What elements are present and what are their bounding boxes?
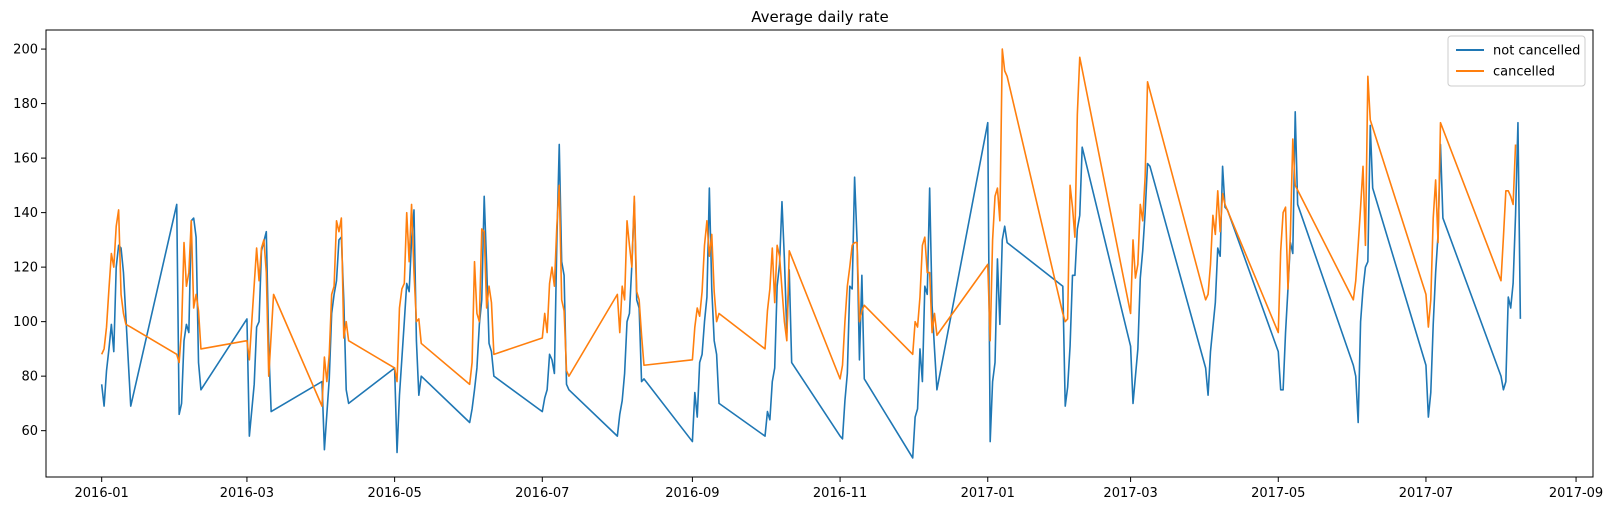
legend-box <box>1447 35 1586 87</box>
legend-label: cancelled <box>1493 65 1555 80</box>
plot-frame <box>45 29 1594 478</box>
chart-title: Average daily rate <box>751 8 889 26</box>
x-tick-label: 2016-01 <box>75 486 129 501</box>
y-axis: 60 80 100 120 140 160 180 200 <box>13 43 46 439</box>
x-tick-label: 2017-05 <box>1251 486 1305 501</box>
y-tick-label: 60 <box>21 424 38 439</box>
y-tick-label: 200 <box>13 43 38 58</box>
x-tick-label: 2016-09 <box>665 486 719 501</box>
plot-area <box>100 48 1522 459</box>
legend: not cancelled cancelled <box>1447 35 1586 87</box>
y-tick-label: 100 <box>13 315 38 330</box>
x-tick-label: 2016-11 <box>813 486 867 501</box>
y-tick-label: 80 <box>21 370 38 385</box>
x-tick-label: 2017-01 <box>961 486 1015 501</box>
x-tick-label: 2017-07 <box>1399 486 1453 501</box>
y-tick-label: 140 <box>13 206 38 221</box>
x-axis: 2016-01 2016-03 2016-05 2016-07 2016-09 2016-… <box>75 477 1603 501</box>
x-tick-label: 2017-09 <box>1549 486 1603 501</box>
x-tick-label: 2017-03 <box>1103 486 1157 501</box>
x-tick-label: 2016-07 <box>515 486 569 501</box>
y-tick-label: 180 <box>13 97 38 112</box>
x-tick-label: 2016-05 <box>367 486 421 501</box>
y-tick-label: 160 <box>13 152 38 167</box>
y-tick-label: 120 <box>13 261 38 276</box>
x-tick-label: 2016-03 <box>220 486 274 501</box>
legend-label: not cancelled <box>1493 44 1580 59</box>
series-line-cancelled <box>100 48 1517 407</box>
